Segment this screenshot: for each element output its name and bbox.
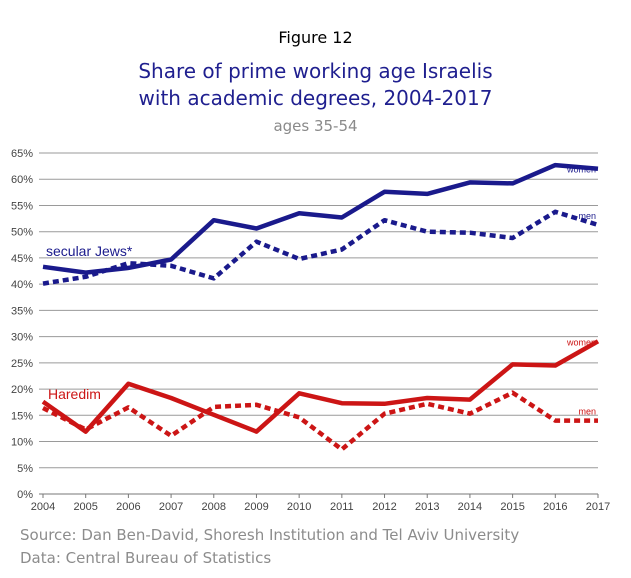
- y-tick-label: 20%: [11, 384, 33, 396]
- source-line: Source: Dan Ben-David, Shoresh Instituti…: [20, 526, 520, 544]
- x-tick-label: 2010: [287, 501, 311, 513]
- y-tick-label: 40%: [11, 279, 33, 291]
- x-tick-label: 2005: [73, 501, 97, 513]
- series-line-haredim-women: [41, 339, 600, 434]
- y-tick-label: 0%: [17, 489, 33, 501]
- x-tick-label: 2017: [586, 501, 610, 513]
- series-line-secular-women: [42, 162, 599, 275]
- chart-subtitle: ages 35-54: [273, 117, 358, 135]
- figure-label: Figure 12: [278, 28, 353, 47]
- series-label-secular-women: women: [566, 165, 596, 175]
- series-label-haredim-men: men: [578, 407, 596, 417]
- y-tick-label: 50%: [11, 227, 33, 239]
- chart-title-line2: with academic degrees, 2004-2017: [138, 86, 493, 110]
- chart-title: Share of prime working age Israelis with…: [0, 58, 631, 112]
- x-tick-label: 2008: [202, 501, 226, 513]
- x-tick-label: 2006: [116, 501, 140, 513]
- y-tick-label: 60%: [11, 174, 33, 186]
- y-tick-label: 45%: [11, 253, 33, 265]
- y-tick-label: 65%: [11, 148, 33, 160]
- x-tick-label: 2007: [159, 501, 183, 513]
- source-note: Source: Dan Ben-David, Shoresh Instituti…: [20, 524, 519, 570]
- series-line-haredim-men: [41, 390, 598, 452]
- series-line-secular-men: [42, 209, 599, 286]
- y-tick-label: 5%: [17, 463, 33, 475]
- series-label-secular-men: men: [578, 211, 596, 221]
- x-tick-label: 2013: [415, 501, 439, 513]
- x-tick-label: 2014: [458, 501, 482, 513]
- data-line: Data: Central Bureau of Statistics: [20, 549, 272, 567]
- x-tick-label: 2015: [500, 501, 524, 513]
- x-tick-label: 2009: [244, 501, 268, 513]
- series-label-haredim-women: women: [566, 337, 596, 347]
- y-tick-label: 25%: [11, 358, 33, 370]
- x-tick-label: 2011: [330, 501, 354, 513]
- x-tick-label: 2004: [31, 501, 55, 513]
- group-label-haredim: Haredim: [48, 386, 101, 402]
- y-tick-label: 30%: [11, 332, 33, 344]
- y-tick-label: 15%: [11, 410, 33, 422]
- y-tick-label: 35%: [11, 305, 33, 317]
- y-tick-label: 55%: [11, 200, 33, 212]
- x-tick-label: 2012: [372, 501, 396, 513]
- group-label-secular: secular Jews*: [46, 243, 133, 259]
- y-tick-label: 10%: [11, 437, 33, 449]
- x-tick-label: 2016: [543, 501, 567, 513]
- chart-title-line1: Share of prime working age Israelis: [138, 59, 493, 83]
